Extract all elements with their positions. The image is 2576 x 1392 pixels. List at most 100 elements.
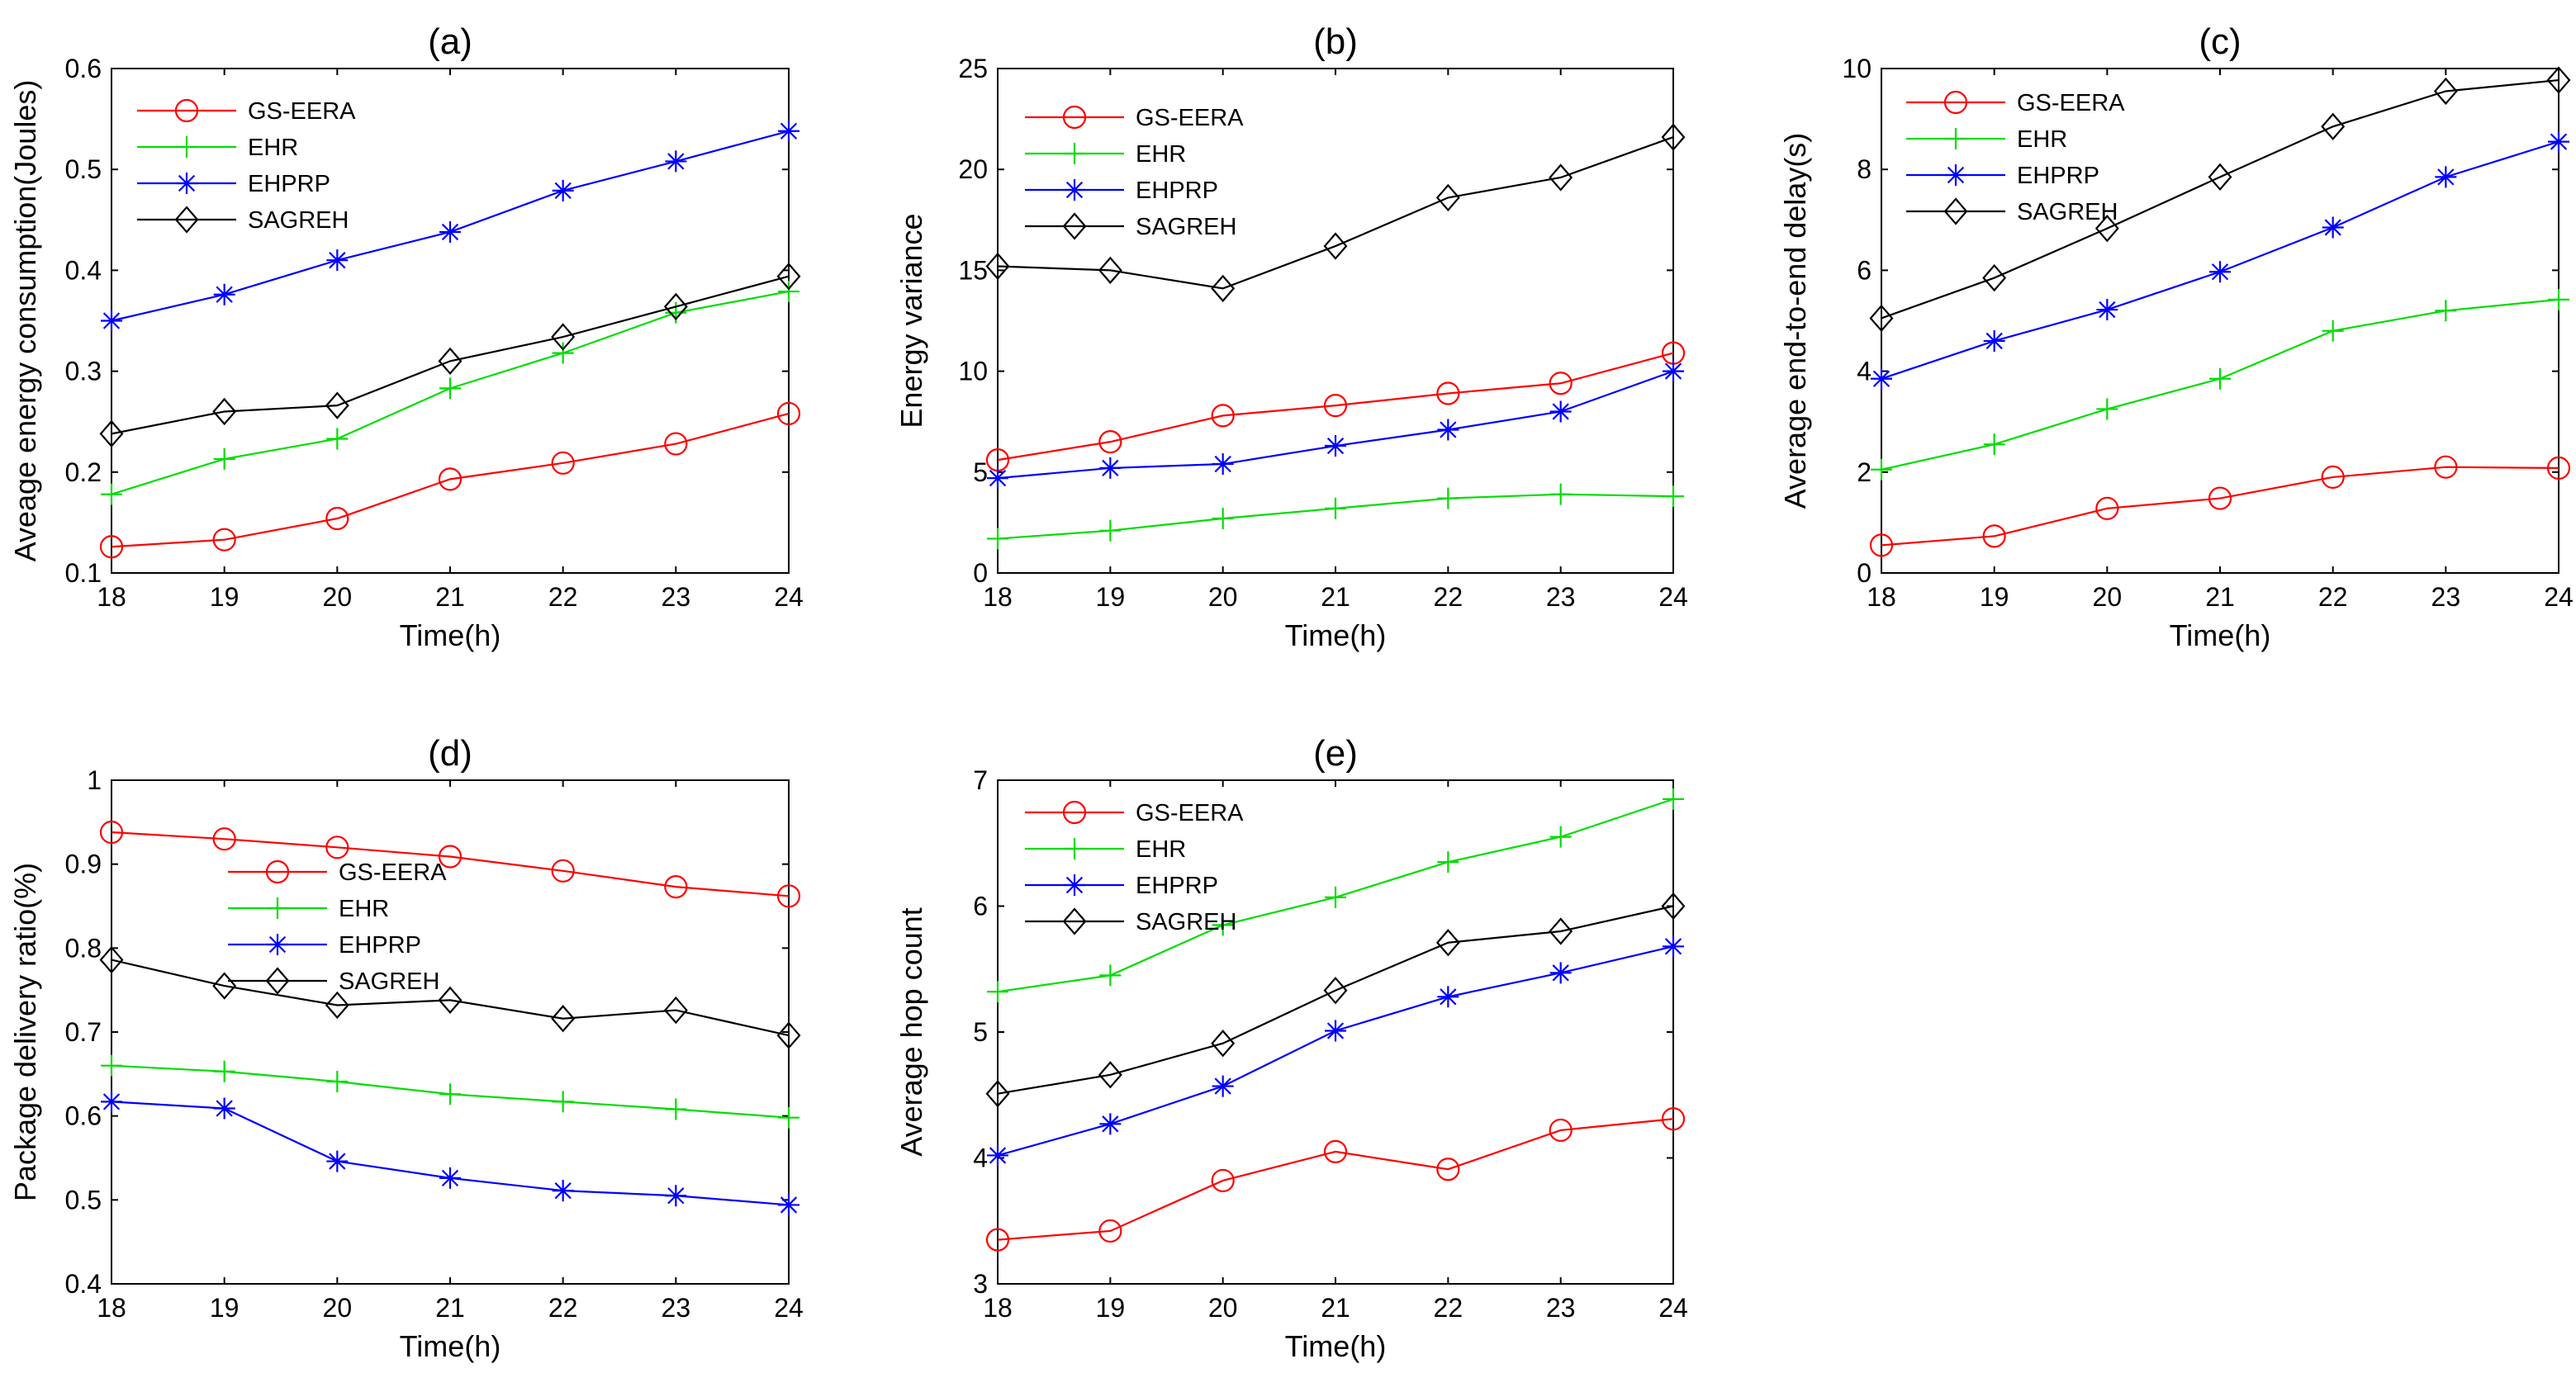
data-point: [1099, 457, 1122, 479]
x-tick-label: 22: [548, 1293, 578, 1323]
x-tick-label: 20: [1208, 1293, 1238, 1323]
data-point: [1211, 1030, 1236, 1058]
y-tick-label: 4: [973, 1143, 988, 1173]
data-point: [552, 179, 574, 201]
series-sagreh: [99, 263, 801, 448]
x-axis-label: Time(h): [400, 1329, 501, 1363]
x-tick-label: 20: [2093, 582, 2123, 612]
x-tick-label: 19: [1096, 582, 1126, 612]
data-point: [1098, 256, 1122, 285]
y-tick-label: 7: [973, 765, 988, 795]
legend-label: GS-EERA: [1136, 800, 1244, 826]
legend-marker: [1064, 838, 1085, 859]
legend-entry-gs-eera: GS-EERA: [1025, 800, 1244, 826]
data-point: [1212, 453, 1234, 476]
y-tick-label: 0: [973, 558, 988, 588]
data-point: [1325, 886, 1346, 908]
data-point: [664, 432, 688, 456]
chart-title: (c): [2199, 21, 2241, 62]
data-point: [2209, 367, 2231, 390]
data-point: [99, 535, 124, 559]
data-point: [1211, 274, 1236, 303]
x-tick-label: 23: [1546, 1293, 1576, 1323]
legend-marker: [1064, 143, 1085, 164]
data-point: [1661, 123, 1686, 151]
data-point: [985, 1080, 1010, 1108]
data-point: [1211, 404, 1235, 428]
data-point: [985, 252, 1010, 281]
data-point: [99, 945, 124, 974]
subplot-b: 18 19 20 21 22 23 24 0 5 10 15 20 25 (b) Time(h) Energy…: [894, 21, 1688, 652]
legend-label: SAGREH: [2017, 199, 2118, 225]
data-point: [101, 310, 122, 332]
legend-marker: [174, 98, 199, 123]
subplot-e: 18 19 20 21 22 23 24 3 4 5 6 7 (e) Time(h) Average hop…: [894, 733, 1688, 1363]
x-tick-label: 22: [548, 582, 578, 612]
plot-area: [1881, 68, 2559, 574]
data-point: [438, 986, 463, 1015]
x-tick-label: 21: [435, 1293, 465, 1323]
y-tick-label: 3: [973, 1269, 988, 1299]
legend-entry-gs-eera: GS-EERA: [1906, 90, 2125, 116]
legend-entry-sagreh: SAGREH: [228, 967, 439, 995]
x-tick-label: 20: [1208, 582, 1238, 612]
data-point: [1099, 964, 1122, 987]
data-point: [1436, 381, 1460, 405]
series-line: [997, 352, 1674, 462]
data-point: [776, 263, 801, 291]
data-point: [213, 283, 235, 305]
series-ehr: [987, 483, 1684, 550]
data-point: [552, 1180, 574, 1202]
data-point: [325, 836, 349, 859]
x-tick-label: 20: [323, 1293, 353, 1323]
data-point: [212, 397, 237, 426]
legend-marker: [1943, 197, 1968, 225]
legend-marker: [1062, 105, 1087, 130]
data-point: [1983, 433, 2005, 456]
data-point: [1663, 935, 1684, 958]
data-point: [2435, 300, 2457, 322]
data-point: [1098, 1061, 1122, 1089]
legend-marker: [176, 173, 197, 194]
legend-entry-sagreh: SAGREH: [1025, 907, 1236, 935]
legend-label: GS-EERA: [339, 859, 447, 886]
data-point: [439, 1083, 461, 1106]
y-tick-label: 10: [1842, 54, 1872, 83]
y-tick-label: 0.4: [65, 255, 102, 285]
y-tick-label: 6: [973, 892, 988, 921]
legend-label: GS-EERA: [248, 98, 356, 125]
plot-area: [111, 68, 790, 574]
legend-entry-ehprp: EHPRP: [137, 171, 330, 197]
data-point: [776, 401, 801, 426]
x-tick-label: 21: [435, 582, 465, 612]
y-tick-label: 10: [958, 357, 988, 386]
x-tick-label: 20: [323, 582, 353, 612]
series-line: [111, 831, 790, 897]
data-point: [663, 996, 688, 1025]
legend-label: EHR: [1136, 836, 1186, 863]
data-point: [778, 281, 799, 303]
y-tick-label: 0: [1857, 558, 1872, 588]
data-point: [1099, 519, 1122, 542]
chart-title: (a): [428, 21, 472, 62]
x-tick-label: 19: [1980, 582, 2009, 612]
data-point: [1663, 788, 1684, 810]
data-point: [664, 875, 688, 899]
legend-label: SAGREH: [248, 207, 349, 234]
data-point: [1869, 533, 1894, 557]
data-point: [665, 1185, 687, 1207]
series-ehprp: [1871, 130, 2569, 390]
series-gs-eera: [99, 820, 801, 908]
data-point: [2096, 398, 2118, 420]
y-axis-label: Aveage energy consumption(Joules): [8, 80, 42, 562]
series-line: [997, 1118, 1674, 1241]
legend: GS-EERA EHR EHPRP SAGREH: [137, 98, 356, 234]
chart-title: (b): [1313, 21, 1358, 62]
y-tick-label: 0.2: [65, 457, 102, 487]
data-point: [778, 120, 799, 142]
data-point: [1323, 232, 1348, 260]
legend-label: EHPRP: [1136, 873, 1218, 899]
data-point: [2096, 299, 2118, 321]
